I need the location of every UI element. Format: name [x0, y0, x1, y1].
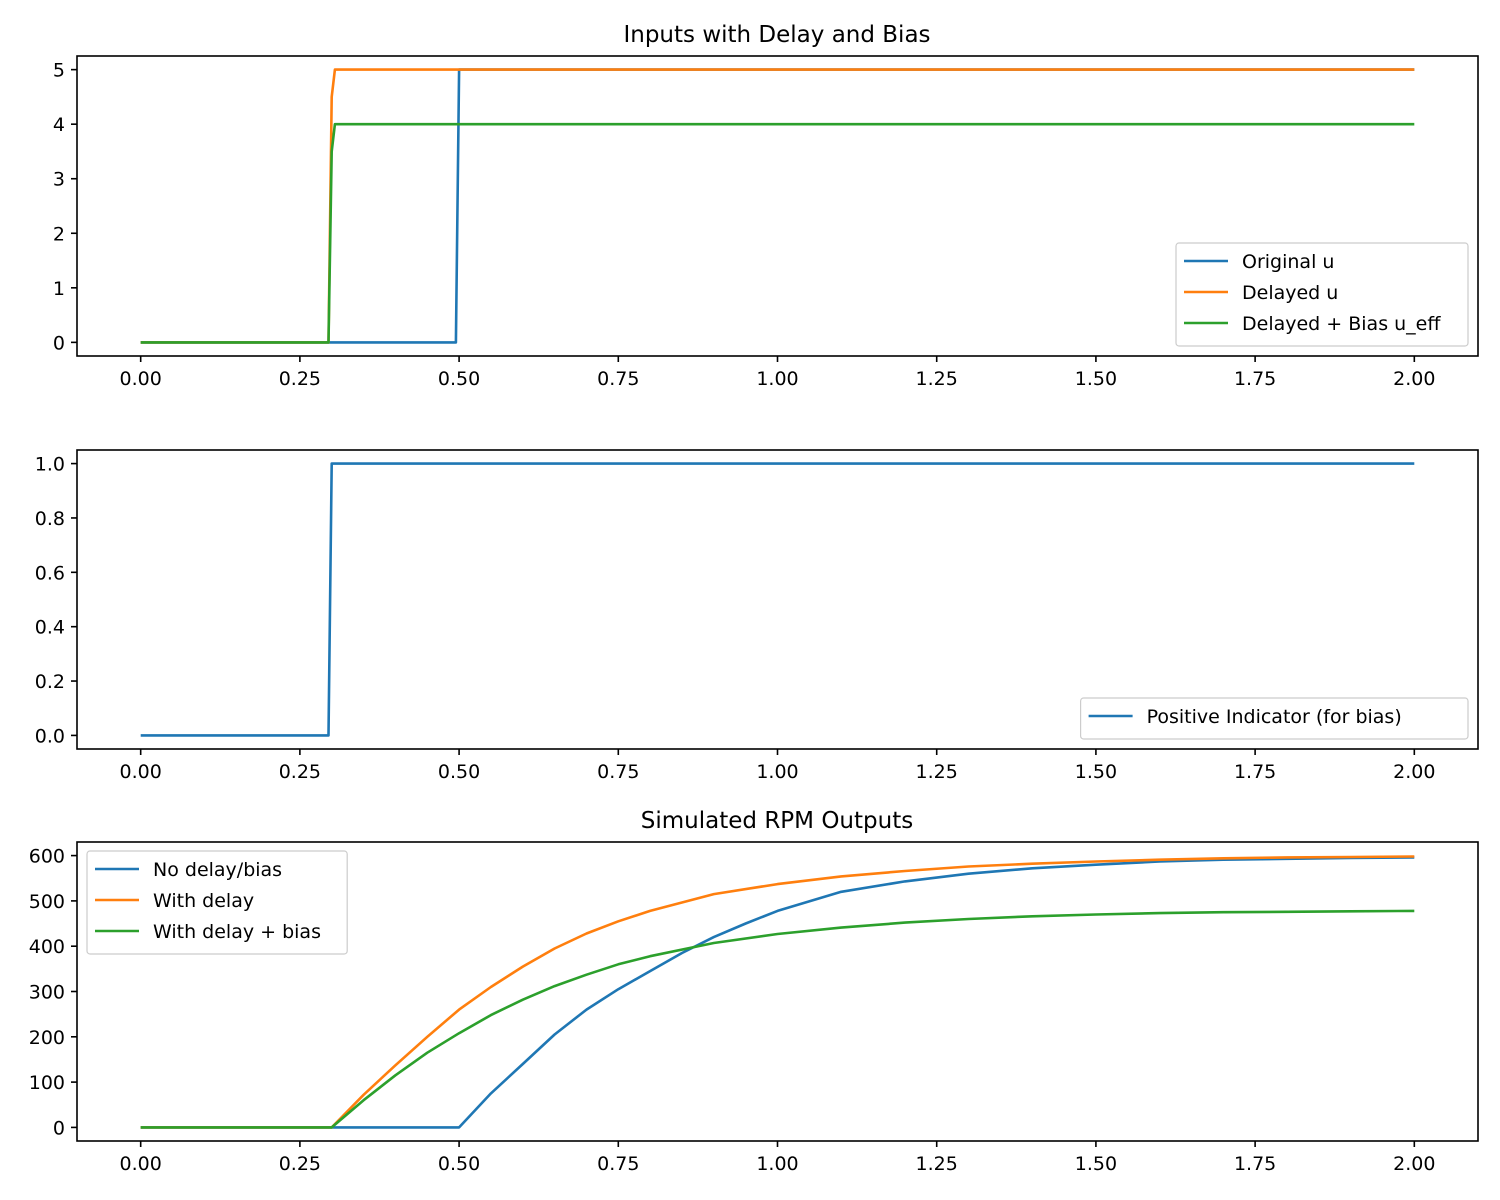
indicator-xtick-label: 1.00: [756, 761, 798, 783]
rpm-legend-label: No delay/bias: [153, 859, 282, 881]
indicator-ytick-label: 0.4: [35, 617, 65, 639]
rpm-axes-frame: [76, 841, 1479, 1142]
inputs-legend-label: Original u: [1242, 251, 1334, 273]
rpm-ytick-label: 400: [29, 936, 65, 958]
inputs-legend-box: [1175, 242, 1469, 347]
rpm-xtick-label: 1.00: [756, 1153, 798, 1175]
rpm-ytick-label: 300: [29, 982, 65, 1004]
rpm-xtick-label: 0.50: [438, 1153, 480, 1175]
inputs-xtick-label: 0.75: [597, 368, 639, 390]
inputs-xtick-label: 0.50: [438, 368, 480, 390]
inputs-series-2: [140, 122, 1415, 344]
inputs-axes-frame: [76, 55, 1479, 357]
rpm-ytick-label: 600: [29, 846, 65, 868]
inputs-ytick-label: 0: [53, 332, 65, 354]
indicator-ytick-label: 0.2: [35, 671, 65, 693]
indicator-axes-frame: [76, 449, 1479, 750]
rpm-xtick-label: 1.50: [1075, 1153, 1117, 1175]
indicator-xtick-label: 0.00: [120, 761, 162, 783]
subplot-inputs-plot: 0.00 0.25 0.50 0.75 1.00 1.25 1.50 1.75 2.00 0 1 2 3…: [53, 55, 1479, 390]
rpm-series-0: [140, 856, 1415, 1129]
rpm-xtick-label: 0.00: [120, 1153, 162, 1175]
inputs-ytick-label: 2: [53, 223, 65, 245]
subplot-rpm-plot: 0.00 0.25 0.50 0.75 1.00 1.25 1.50 1.75 2.00 0 100…: [29, 841, 1479, 1175]
inputs-xtick-label: 1.75: [1234, 368, 1276, 390]
indicator-xtick-label: 0.50: [438, 761, 480, 783]
rpm-legend: No delay/bias With delay With delay + bias: [86, 850, 348, 955]
indicator-ytick-label: 1.0: [35, 454, 65, 476]
rpm-ytick-label: 200: [29, 1027, 65, 1049]
indicator-xtick-label: 2.00: [1393, 761, 1435, 783]
rpm-series-1: [140, 855, 1415, 1129]
inputs-xtick-label: 1.00: [756, 368, 798, 390]
rpm-ytick-label: 0: [53, 1117, 65, 1139]
rpm-xtick-label: 0.25: [279, 1153, 321, 1175]
indicator-xtick-label: 1.25: [916, 761, 958, 783]
rpm-xtick-label: 2.00: [1393, 1153, 1435, 1175]
inputs-xtick-label: 0.00: [120, 368, 162, 390]
inputs-ytick-label: 1: [53, 278, 65, 300]
inputs-ytick-label: 3: [53, 169, 65, 191]
indicator-xtick-label: 0.75: [597, 761, 639, 783]
indicator-xtick-label: 1.75: [1234, 761, 1276, 783]
inputs-xtick-label: 1.25: [916, 368, 958, 390]
indicator-series-0: [140, 462, 1415, 737]
rpm-legend-label: With delay + bias: [153, 921, 321, 943]
indicator-ytick-label: 0.8: [35, 508, 65, 530]
indicator-ytick-label: 0.6: [35, 562, 65, 584]
subplot-inputs-title: Inputs with Delay and Bias: [623, 22, 930, 48]
indicator-ytick-label: 0.0: [35, 725, 65, 747]
subplot-indicator: 0.00 0.25 0.50 0.75 1.00 1.25 1.50 1.75 2.00 0.0 0…: [35, 449, 1479, 783]
rpm-xtick-label: 1.25: [916, 1153, 958, 1175]
rpm-legend-box: [86, 850, 348, 955]
inputs-legend: Original u Delayed u Delayed + Bias u_eff: [1175, 242, 1469, 347]
inputs-xtick-label: 0.25: [279, 368, 321, 390]
subplot-inputs: Inputs with Delay and Bias 0.00 0.25 0.50 0…: [53, 22, 1479, 390]
inputs-ytick-label: 4: [53, 114, 65, 136]
inputs-legend-label: Delayed u: [1242, 282, 1338, 304]
inputs-ytick-label: 5: [53, 60, 65, 82]
indicator-xtick-label: 0.25: [279, 761, 321, 783]
rpm-ytick-label: 100: [29, 1072, 65, 1094]
inputs-legend-label: Delayed + Bias u_eff: [1242, 313, 1441, 335]
rpm-xtick-label: 0.75: [597, 1153, 639, 1175]
subplot-indicator-plot: 0.00 0.25 0.50 0.75 1.00 1.25 1.50 1.75 2.00 0.0 0…: [35, 449, 1479, 783]
indicator-legend-box: [1079, 697, 1469, 740]
indicator-legend: Positive Indicator (for bias): [1079, 697, 1469, 740]
rpm-ytick-label: 500: [29, 891, 65, 913]
rpm-xtick-label: 1.75: [1234, 1153, 1276, 1175]
rpm-legend-label: With delay: [153, 890, 254, 912]
indicator-legend-label: Positive Indicator (for bias): [1147, 706, 1402, 728]
subplot-rpm-title: Simulated RPM Outputs: [641, 808, 913, 834]
rpm-series-2: [140, 909, 1415, 1129]
inputs-xtick-label: 1.50: [1075, 368, 1117, 390]
subplot-rpm: Simulated RPM Outputs 0.00 0.25 0.50 0.75 1.…: [29, 808, 1479, 1175]
indicator-xtick-label: 1.50: [1075, 761, 1117, 783]
inputs-xtick-label: 2.00: [1393, 368, 1435, 390]
